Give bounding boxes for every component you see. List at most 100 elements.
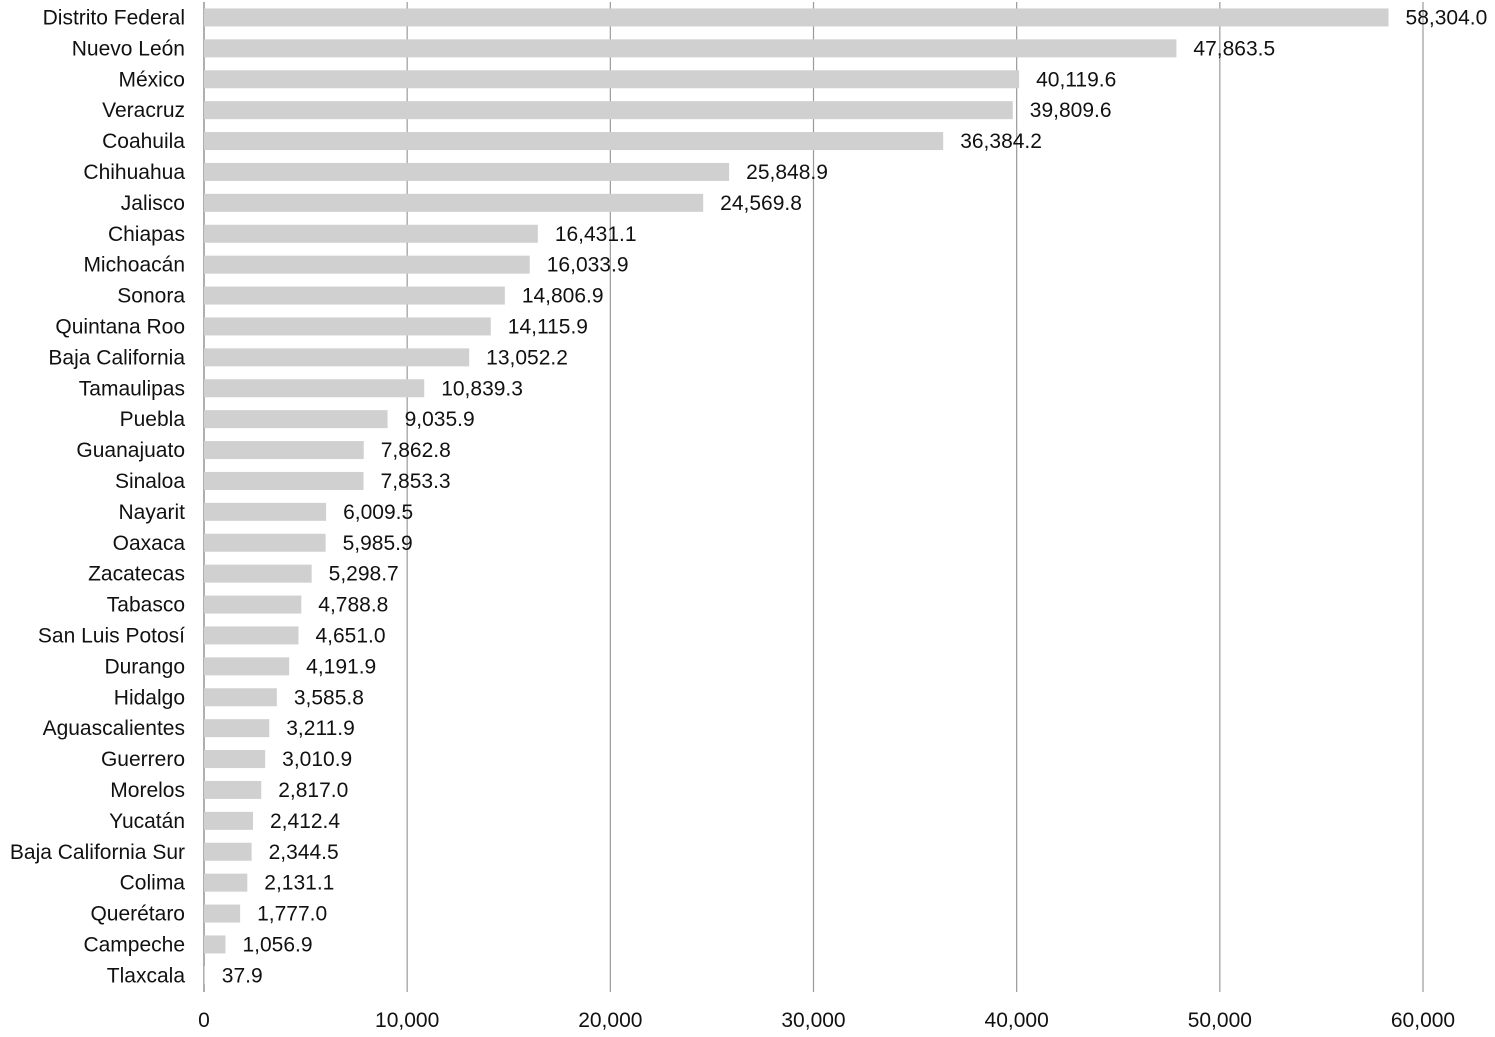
bar-12 <box>204 379 425 398</box>
value-label-19: 4,788.8 <box>318 594 388 617</box>
axis-layer: 0 10,000 20,000 30,000 40,000 50,000 60,000 <box>198 1009 1455 1032</box>
bar-7 <box>204 224 538 243</box>
bar-layer <box>204 8 1389 985</box>
category-label-2: México <box>118 68 185 91</box>
bar-23 <box>204 719 270 738</box>
bar-4 <box>204 132 944 151</box>
category-label-28: Colima <box>120 872 186 895</box>
value-label-14: 7,862.8 <box>381 439 451 462</box>
category-label-3: Veracruz <box>102 99 185 122</box>
value-label-26: 2,412.4 <box>270 810 340 833</box>
category-label-0: Distrito Federal <box>43 6 185 29</box>
bar-19 <box>204 595 302 614</box>
value-label-12: 10,839.3 <box>441 377 523 400</box>
value-label-0: 58,304.0 <box>1406 6 1488 29</box>
category-label-18: Zacatecas <box>88 563 185 586</box>
value-label-16: 6,009.5 <box>343 501 413 524</box>
category-label-6: Jalisco <box>121 192 185 215</box>
value-label-4: 36,384.2 <box>960 130 1042 153</box>
category-label-9: Sonora <box>117 285 185 308</box>
bar-31 <box>204 966 205 985</box>
bar-1 <box>204 39 1177 58</box>
category-label-7: Chiapas <box>108 223 185 246</box>
bar-26 <box>204 811 254 830</box>
bar-13 <box>204 410 388 429</box>
bar-15 <box>204 471 364 490</box>
category-label-13: Puebla <box>120 408 186 431</box>
value-label-17: 5,985.9 <box>343 532 413 555</box>
category-label-23: Aguascalientes <box>43 717 185 740</box>
bar-18 <box>204 564 312 583</box>
value-label-21: 4,191.9 <box>306 655 376 678</box>
x-tick-label-6: 60,000 <box>1391 1009 1455 1032</box>
category-label-22: Hidalgo <box>114 686 185 709</box>
x-tick-label-4: 40,000 <box>985 1009 1049 1032</box>
label-layer: Distrito Federal 58,304.0 Nuevo León 47,863… <box>10 6 1487 987</box>
value-label-18: 5,298.7 <box>329 563 399 586</box>
bar-8 <box>204 255 530 274</box>
category-label-11: Baja California <box>48 346 185 369</box>
x-tick-label-5: 50,000 <box>1188 1009 1252 1032</box>
bar-9 <box>204 286 505 305</box>
bar-14 <box>204 441 364 460</box>
value-label-10: 14,115.9 <box>508 315 588 338</box>
bar-24 <box>204 750 266 769</box>
category-label-12: Tamaulipas <box>79 377 185 400</box>
category-label-31: Tlaxcala <box>107 964 186 987</box>
category-label-17: Oaxaca <box>113 532 186 555</box>
x-tick-label-1: 10,000 <box>375 1009 439 1032</box>
bar-27 <box>204 842 252 861</box>
value-label-29: 1,777.0 <box>257 903 327 926</box>
bar-6 <box>204 193 704 212</box>
value-label-30: 1,056.9 <box>242 933 312 956</box>
value-label-2: 40,119.6 <box>1036 68 1116 91</box>
category-label-25: Morelos <box>110 779 185 802</box>
value-label-23: 3,211.9 <box>286 717 355 740</box>
value-label-11: 13,052.2 <box>486 346 568 369</box>
category-label-5: Chihuahua <box>83 161 185 184</box>
value-label-24: 3,010.9 <box>282 748 352 771</box>
value-label-3: 39,809.6 <box>1030 99 1112 122</box>
bar-16 <box>204 502 327 521</box>
value-label-20: 4,651.0 <box>315 624 385 647</box>
value-label-6: 24,569.8 <box>720 192 802 215</box>
category-label-29: Querétaro <box>90 903 185 926</box>
bar-5 <box>204 162 730 181</box>
value-label-9: 14,806.9 <box>522 285 604 308</box>
category-label-1: Nuevo León <box>72 37 185 60</box>
bar-17 <box>204 533 326 552</box>
value-label-7: 16,431.1 <box>555 223 637 246</box>
value-label-31: 37.9 <box>222 964 263 987</box>
value-label-13: 9,035.9 <box>405 408 475 431</box>
category-label-24: Guerrero <box>101 748 185 771</box>
bar-3 <box>204 101 1013 120</box>
bar-25 <box>204 780 262 799</box>
category-label-8: Michoacán <box>83 254 185 277</box>
bar-28 <box>204 873 248 892</box>
value-label-22: 3,585.8 <box>294 686 364 709</box>
category-label-15: Sinaloa <box>115 470 185 493</box>
bar-0 <box>204 8 1389 27</box>
bar-10 <box>204 317 491 336</box>
value-label-25: 2,817.0 <box>278 779 348 802</box>
grid-layer <box>203 2 1424 992</box>
value-label-15: 7,853.3 <box>381 470 451 493</box>
bar-2 <box>204 70 1020 89</box>
bar-11 <box>204 348 470 367</box>
category-label-14: Guanajuato <box>76 439 185 462</box>
category-label-20: San Luis Potosí <box>38 624 185 647</box>
category-label-4: Coahuila <box>102 130 185 153</box>
bar-22 <box>204 688 277 707</box>
category-label-19: Tabasco <box>107 594 185 617</box>
category-label-27: Baja California Sur <box>10 841 185 864</box>
value-label-8: 16,033.9 <box>547 254 629 277</box>
bar-21 <box>204 657 290 676</box>
category-label-30: Campeche <box>83 933 185 956</box>
value-label-27: 2,344.5 <box>269 841 339 864</box>
value-label-5: 25,848.9 <box>746 161 828 184</box>
bar-29 <box>204 904 241 923</box>
bar-30 <box>204 935 226 954</box>
category-label-26: Yucatán <box>109 810 185 833</box>
